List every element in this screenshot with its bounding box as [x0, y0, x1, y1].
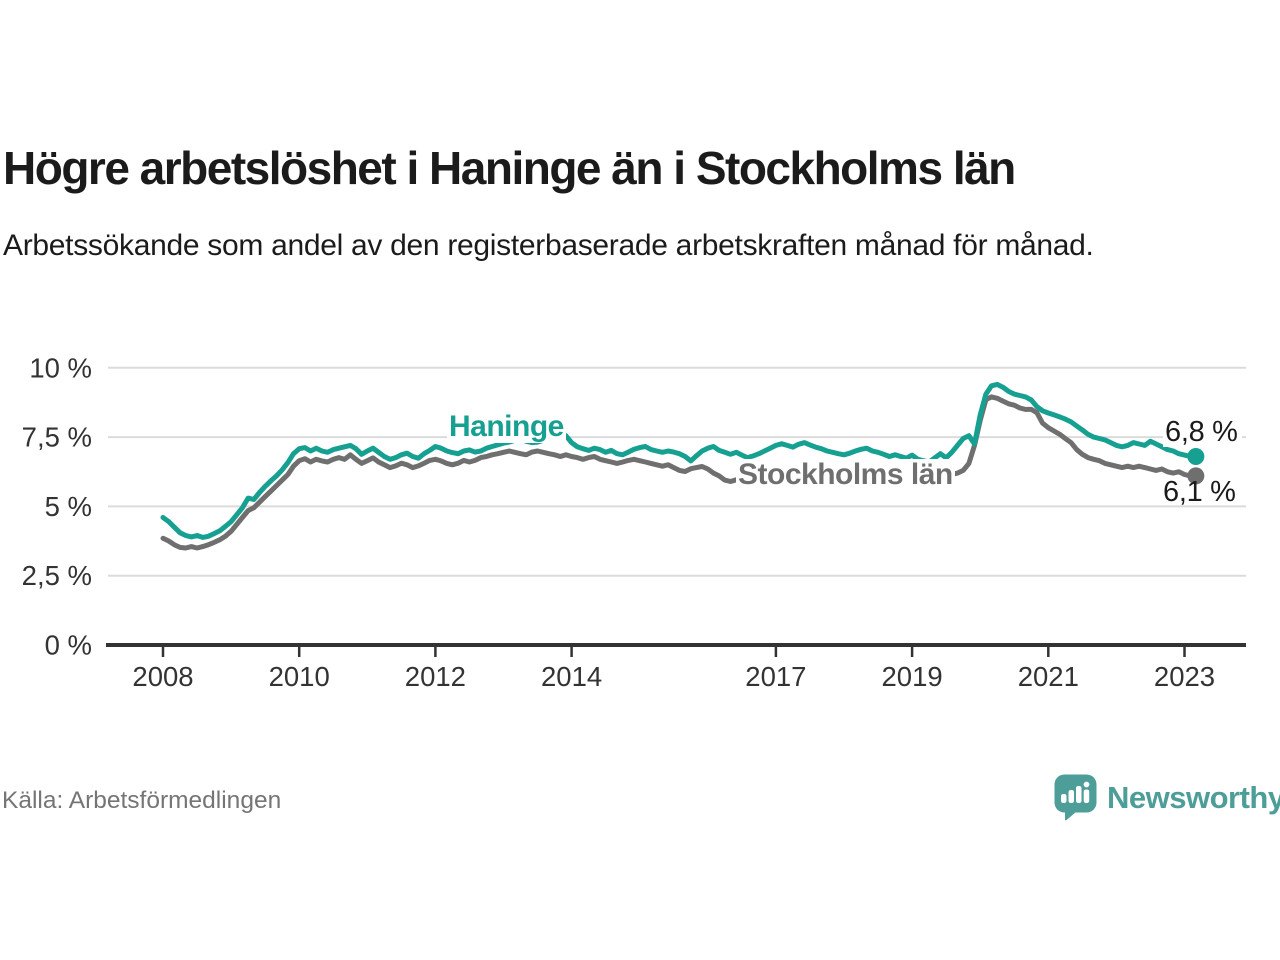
y-tick-label: 7,5 %	[22, 422, 92, 453]
end-dot-haninge	[1187, 448, 1205, 466]
series-line-haninge	[160, 381, 1199, 540]
x-tick-label: 2021	[1018, 661, 1079, 692]
x-tick-label: 2010	[269, 661, 330, 692]
end-value-haninge: 6,8 %	[1163, 417, 1242, 447]
x-tick-label: 2012	[405, 661, 466, 692]
x-tick-label: 2017	[745, 661, 806, 692]
x-tick-label: 2014	[541, 661, 602, 692]
newsworthy-logo-text: Newsworthy	[1107, 779, 1280, 815]
series-label-haninge: Haninge	[447, 410, 566, 443]
chart-subtitle: Arbetssökande som andel av den registerb…	[3, 229, 1094, 262]
end-dot-stockholms-l-n	[1187, 467, 1205, 485]
x-tick-label: 2023	[1154, 661, 1215, 692]
end-value-stockholm: 6,1 %	[1163, 476, 1236, 508]
series-line-stockholms-l-n	[160, 394, 1199, 551]
y-tick-label: 5 %	[45, 491, 92, 522]
y-tick-label: 0 %	[45, 630, 92, 661]
newsworthy-logo: Newsworthy	[1053, 773, 1280, 822]
source-note: Källa: Arbetsförmedlingen	[2, 787, 282, 814]
x-tick-label: 2019	[882, 661, 943, 692]
y-tick-label: 2,5 %	[22, 560, 92, 591]
newsworthy-logo-icon	[1054, 774, 1097, 821]
page-title: Högre arbetslöshet i Haninge än i Stockh…	[3, 142, 1016, 194]
x-tick-label: 2008	[132, 661, 193, 692]
y-tick-label: 10 %	[29, 352, 92, 383]
series-label-stockholm: Stockholms län	[736, 458, 955, 491]
